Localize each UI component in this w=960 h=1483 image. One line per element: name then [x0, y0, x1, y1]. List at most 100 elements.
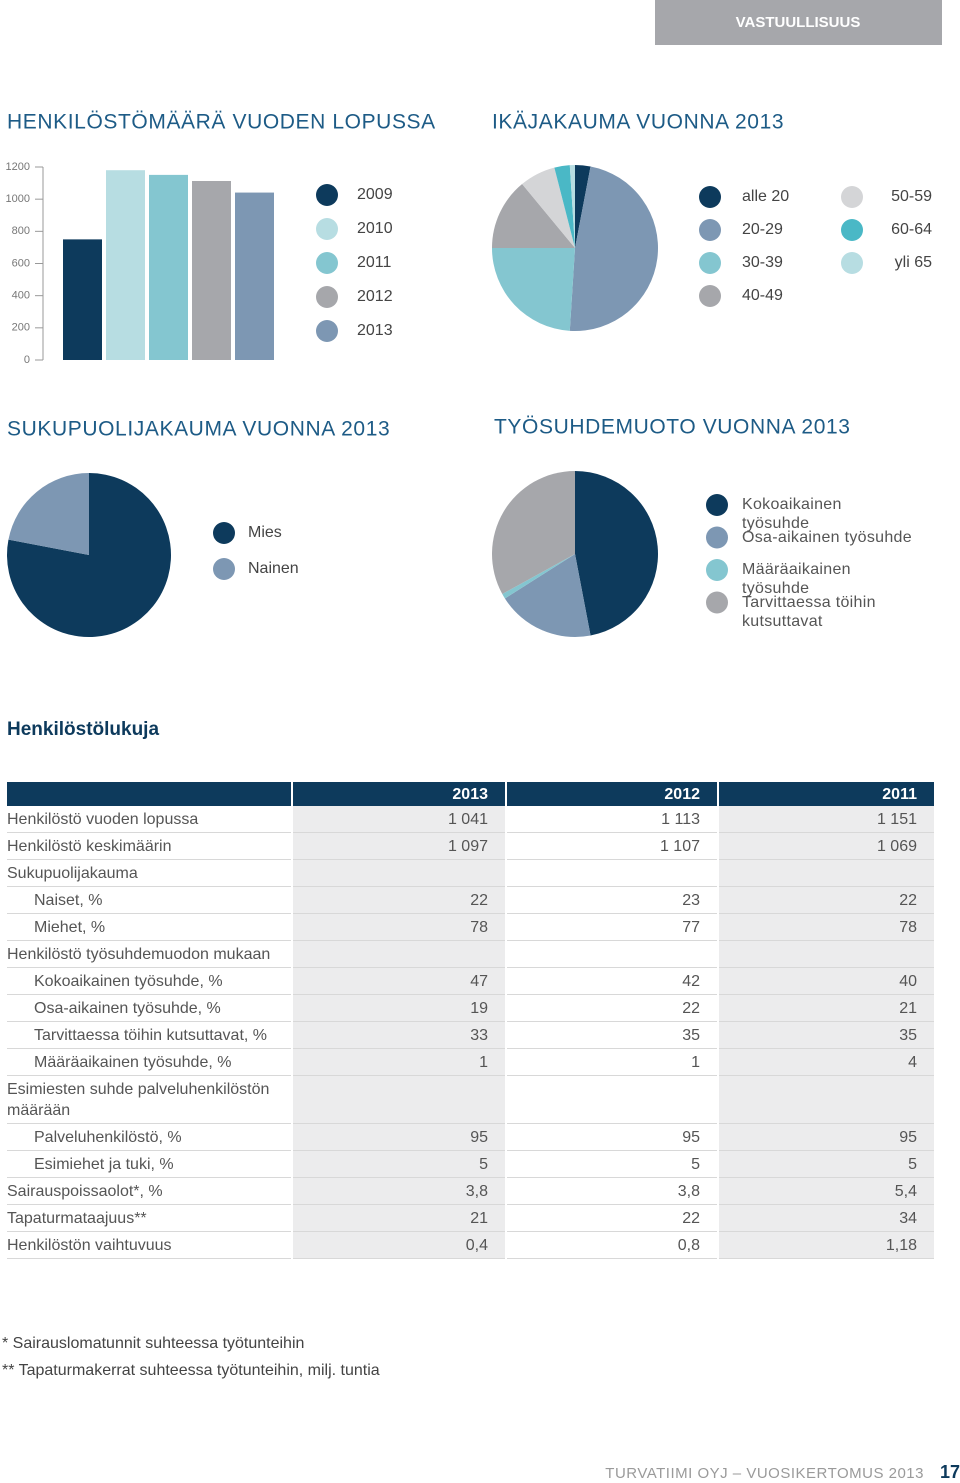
section-tab [655, 0, 942, 45]
row-label: Esimiehet ja tuki, % [7, 1150, 292, 1178]
table-cell: 34 [717, 1204, 934, 1232]
table-cell: 78 [717, 913, 934, 941]
table-cell: 40 [717, 967, 934, 995]
legend-swatch [706, 591, 728, 614]
legend-swatch [706, 526, 728, 549]
y-tick-label: 400 [12, 290, 30, 302]
table-cell: 35 [717, 1021, 934, 1049]
row-label: Henkilöstö keskimäärin [7, 832, 292, 860]
table-cell: 1 113 [505, 806, 718, 833]
legend-swatch [316, 252, 338, 274]
pie-slice [575, 165, 591, 248]
bar [63, 239, 102, 360]
legend-label: 40-49 [742, 287, 783, 304]
row-label: Sairauspoissaolot*, % [7, 1177, 292, 1205]
table-cell: 4 [717, 1048, 934, 1076]
table-row: Osa-aikainen työsuhde, % 19 22 21 [7, 994, 934, 1022]
table-cell: 1 [291, 1048, 506, 1076]
row-label: Henkilöstö vuoden lopussa [7, 806, 292, 833]
bar [149, 174, 188, 360]
pie-slice [502, 554, 575, 599]
legend-swatch [841, 252, 863, 274]
y-tick-label: 600 [12, 257, 30, 269]
table-cell: 0,8 [505, 1231, 718, 1259]
y-tick-label: 1200 [6, 161, 30, 173]
table-row: Palveluhenkilöstö, % 95 95 95 [7, 1123, 934, 1151]
table-row: Henkilöstö keskimäärin 1 097 1 107 1 069 [7, 832, 934, 860]
legend-label: alle 20 [742, 188, 789, 205]
section-label: VASTUULLISUUS [736, 14, 861, 31]
table-cell: 5 [291, 1150, 506, 1178]
table-cell: 1 041 [291, 806, 506, 833]
table-cell: 1 069 [717, 832, 934, 860]
table-cell: 5 [717, 1150, 934, 1178]
y-tick-label: 800 [12, 225, 30, 237]
pie-slice [569, 165, 575, 248]
table-cell [717, 940, 934, 968]
table-cell: 22 [291, 886, 506, 914]
pie-slice [575, 470, 659, 636]
legend-label: Kokoaikainen työsuhde [742, 496, 842, 532]
table-row: Esimiesten suhde palveluhenkilöstön määr… [7, 1075, 934, 1124]
row-label: Kokoaikainen työsuhde, % [7, 967, 292, 995]
row-label: Henkilöstön vaihtuvuus [7, 1231, 292, 1259]
table-cell: 1 151 [717, 806, 934, 833]
table-cell: 95 [291, 1123, 506, 1151]
table-cell: 78 [291, 913, 506, 941]
bar [235, 192, 274, 360]
table-row: Miehet, % 78 77 78 [7, 913, 934, 941]
table-row: Tarvittaessa töihin kutsuttavat, % 33 35 35 [7, 1021, 934, 1049]
legend-label: 2012 [357, 288, 393, 305]
legend-swatch [706, 494, 728, 516]
y-tick-label: 1000 [6, 193, 30, 205]
pie-slice [569, 166, 659, 331]
legend-label: 50-59 [891, 188, 932, 205]
pie-slice [554, 165, 575, 248]
table-cell: 21 [291, 1204, 506, 1232]
table-cell: 1,18 [717, 1231, 934, 1259]
legend-swatch [213, 522, 235, 544]
bar [192, 180, 231, 360]
table-cell [717, 1075, 934, 1124]
legend-label: Nainen [248, 560, 299, 577]
table-cell: 1 [505, 1048, 718, 1076]
legend-label: 2010 [357, 220, 393, 237]
row-label: Sukupuolijakauma [7, 859, 292, 887]
pie-slice [6, 473, 171, 637]
table-row: Sukupuolijakauma [7, 859, 934, 887]
table-cell: 22 [717, 886, 934, 914]
table-cell: 95 [505, 1123, 718, 1151]
legend-label: Mies [248, 524, 282, 541]
row-label: Osa-aikainen työsuhde, % [7, 994, 292, 1022]
chart-title: HENKILÖSTÖMÄÄRÄ VUODEN LOPUSSA [7, 111, 436, 134]
row-label: Tapaturmataajuus** [7, 1204, 292, 1232]
table-cell: 21 [717, 994, 934, 1022]
table-cell [291, 859, 506, 887]
table-row: Kokoaikainen työsuhde, % 47 42 40 [7, 967, 934, 995]
legend-swatch [316, 286, 338, 308]
legend-label: 2013 [357, 322, 393, 339]
legend-swatch [316, 320, 338, 342]
table-cell: 35 [505, 1021, 718, 1049]
table-row: Sairauspoissaolot*, % 3,8 3,8 5,4 [7, 1177, 934, 1205]
row-label: Esimiesten suhde palveluhenkilöstön määr… [7, 1075, 292, 1124]
legend-label: 20-29 [742, 221, 783, 238]
table-cell: 3,8 [505, 1177, 718, 1205]
legend-label: yli 65 [895, 254, 932, 271]
legend-swatch [841, 219, 863, 241]
table-cell: 3,8 [291, 1177, 506, 1205]
table-row: Henkilöstön vaihtuvuus 0,4 0,8 1,18 [7, 1231, 934, 1259]
header-cell: 2012 [505, 782, 718, 806]
table-row: Esimiehet ja tuki, % 5 5 5 [7, 1150, 934, 1178]
pie-slice [522, 167, 575, 248]
y-tick-label: 0 [24, 354, 30, 366]
table-cell [505, 1075, 718, 1124]
table-cell [291, 1075, 506, 1124]
legend-label: 30-39 [742, 254, 783, 271]
legend-swatch [841, 186, 863, 208]
row-label: Tarvittaessa töihin kutsuttavat, % [7, 1021, 292, 1049]
legend-label: 60-64 [891, 221, 932, 238]
legend-swatch [699, 219, 721, 241]
row-label: Määräaikainen työsuhde, % [7, 1048, 292, 1076]
